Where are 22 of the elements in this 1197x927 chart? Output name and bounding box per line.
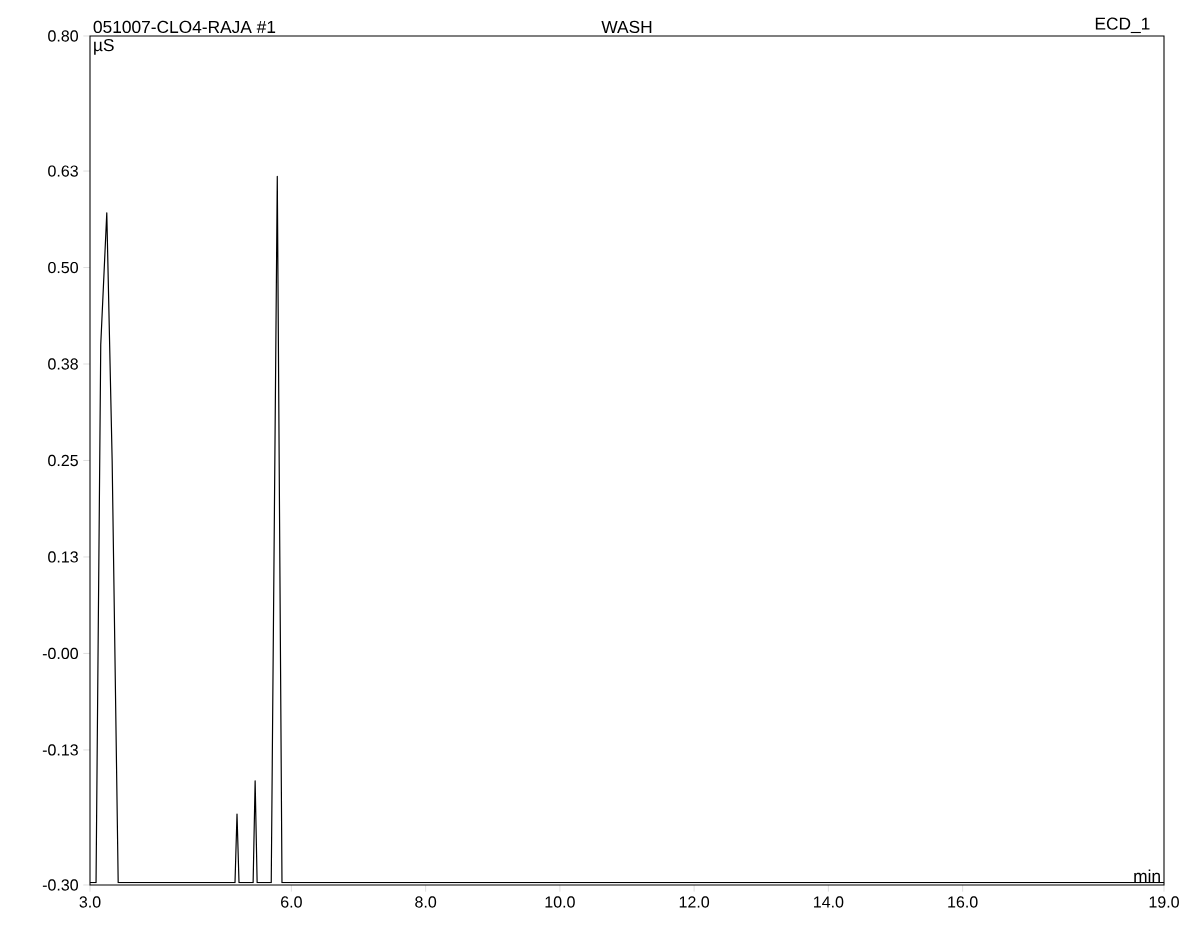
y-tick-label: -0.13 [42, 744, 78, 756]
y-tick-label: 0.38 [48, 358, 78, 370]
y-tick-label: 0.80 [48, 30, 79, 42]
x-tick-label: 3.0 [79, 896, 101, 908]
text: ECD_1 [1095, 17, 1150, 34]
x-tick-label: 10.0 [545, 896, 575, 908]
x-axis-title: min [1134, 869, 1160, 883]
x-tick-label: 8.0 [415, 896, 437, 908]
x-tick-label: 12.0 [679, 896, 710, 908]
chart-title: 051007-CLO4-RAJA #1 [93, 20, 276, 34]
x-tick-label: 14.0 [814, 896, 844, 908]
y-tick-label: 0.50 [48, 261, 79, 274]
y-tick-label: -0.30 [42, 879, 79, 891]
x-tick-label: 6.0 [281, 896, 302, 908]
x-tick-label: 19.0 [1149, 896, 1179, 908]
chart-subtitle: WASH [601, 20, 652, 34]
x-tick-label: 16.0 [948, 896, 978, 908]
y-axis-title: µS [94, 38, 114, 55]
y-tick-label: 0.63 [48, 165, 78, 177]
y-tick-label: 0.13 [48, 551, 78, 563]
y-tick-label: 0.25 [48, 454, 78, 467]
y-tick-label: -0.00 [42, 647, 79, 660]
